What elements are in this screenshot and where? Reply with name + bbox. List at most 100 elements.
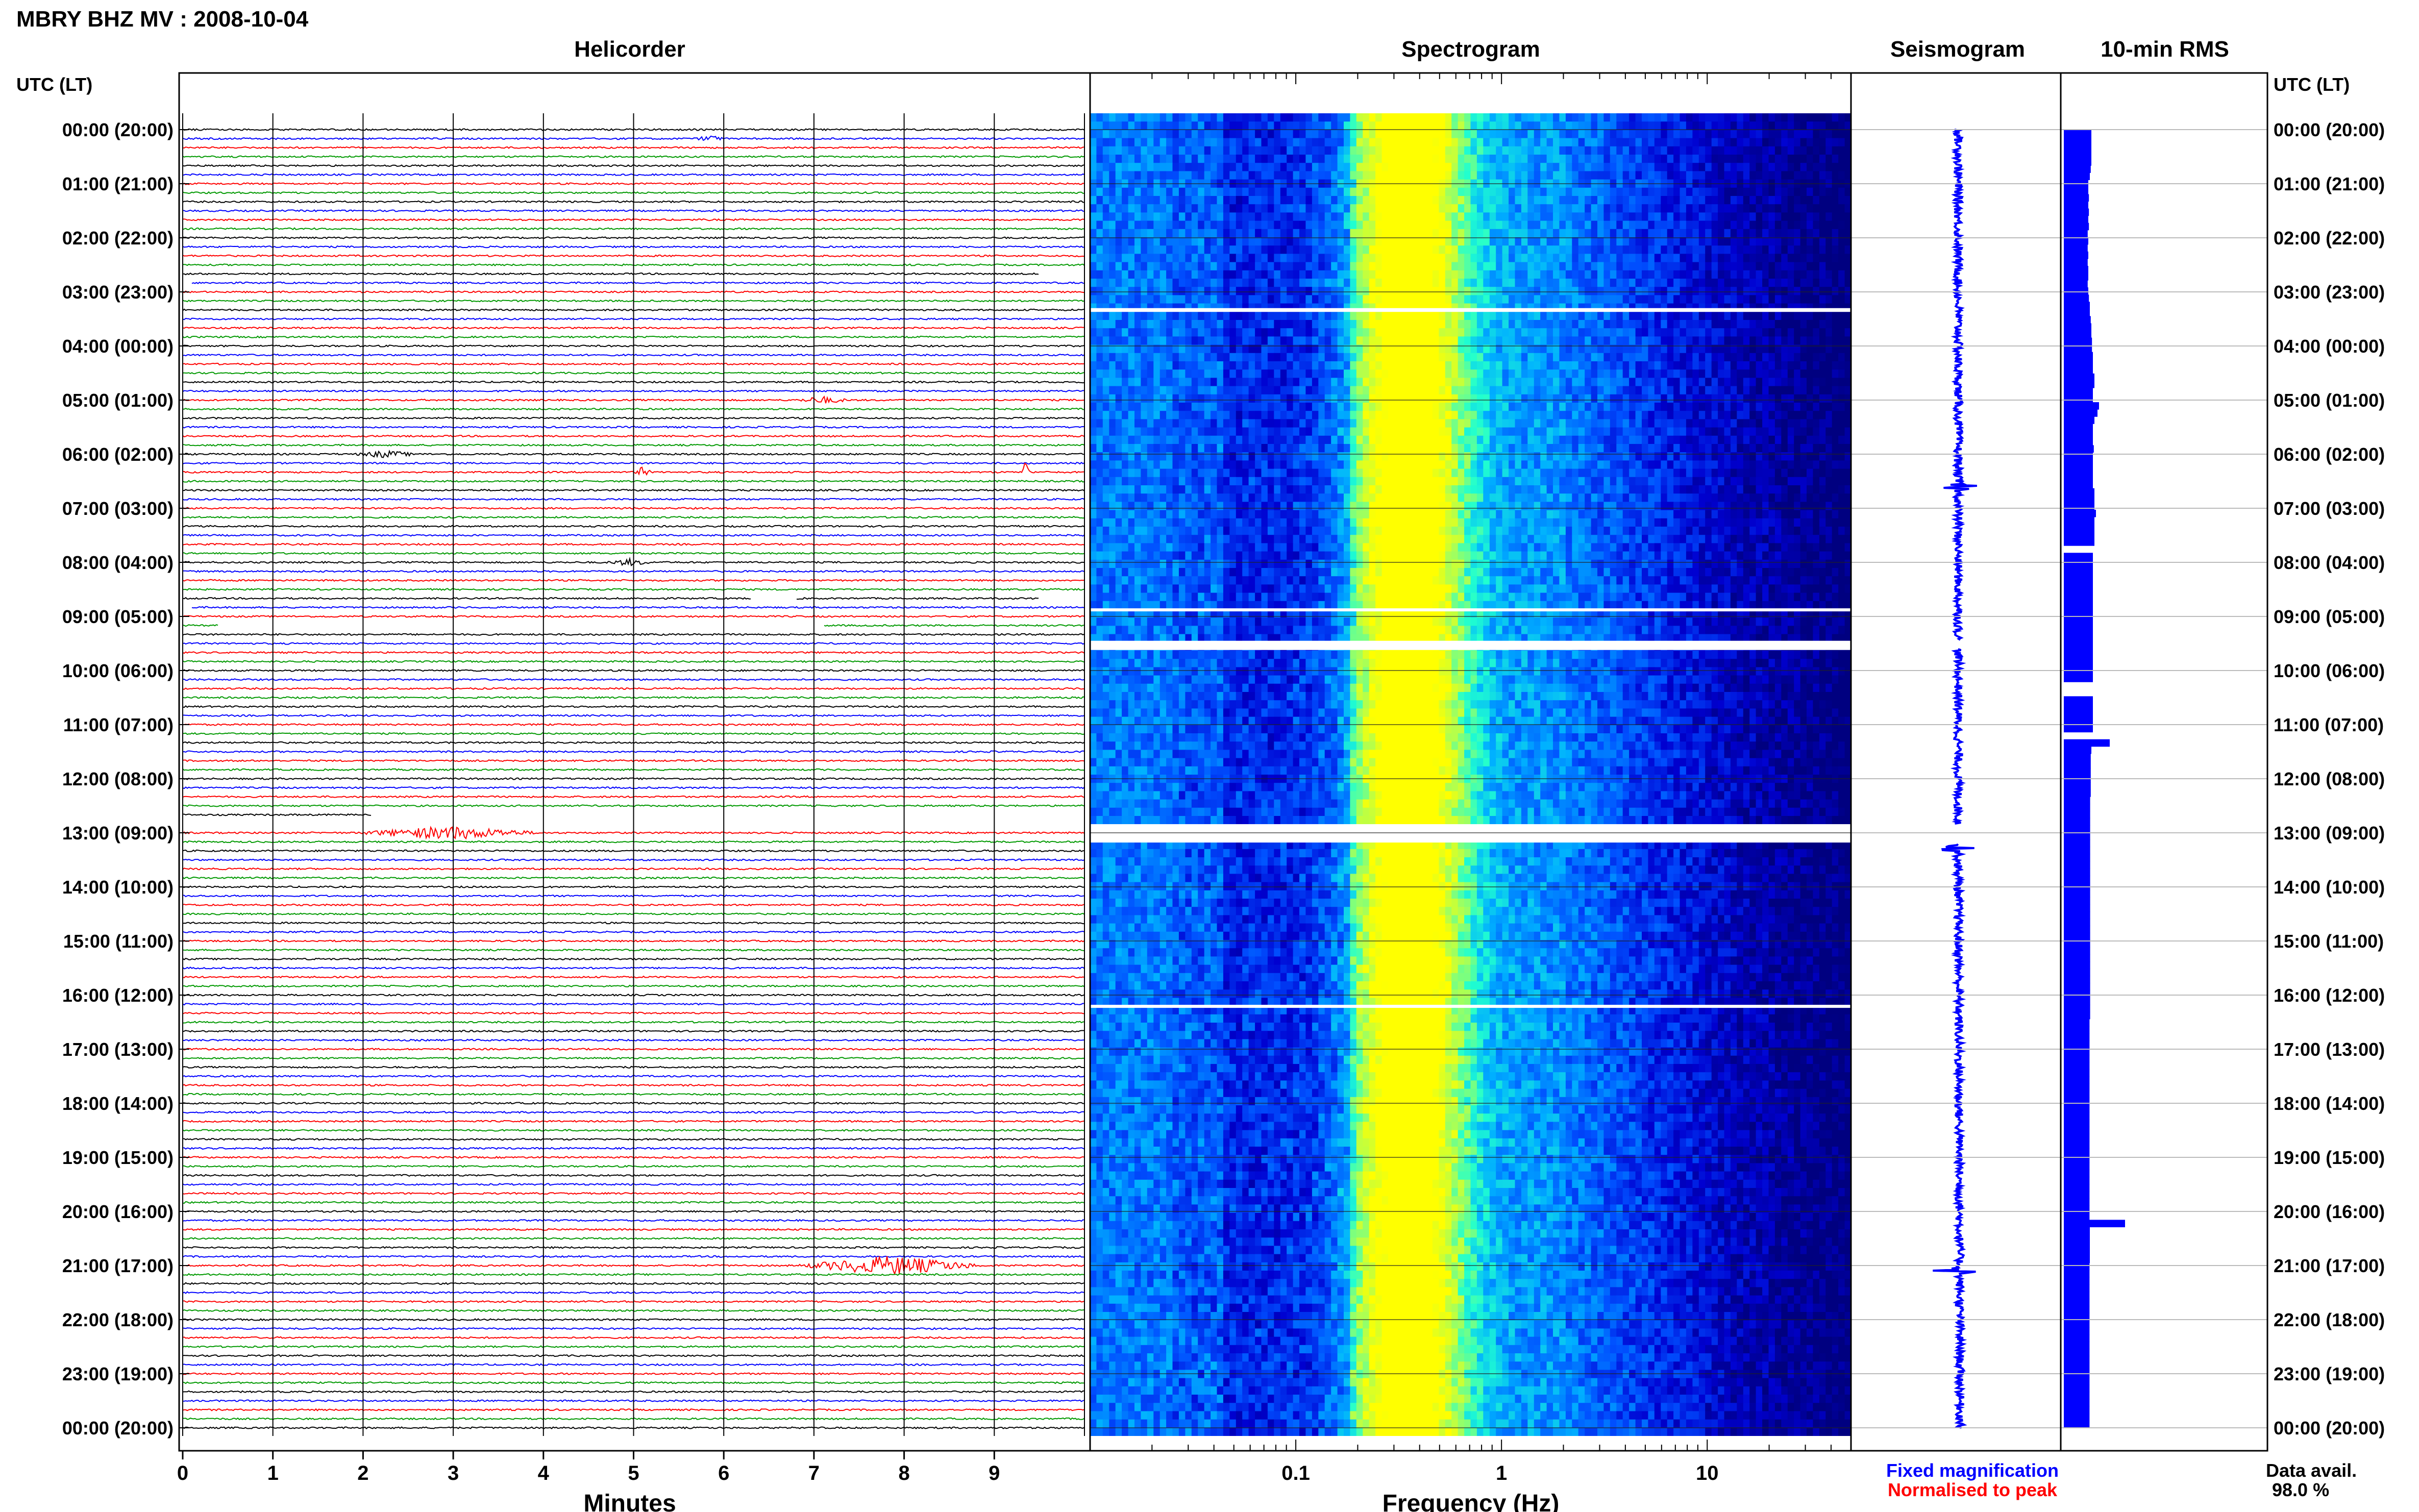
spectrogram-cell [1489, 353, 1496, 362]
spectrogram-cell [1344, 204, 1350, 213]
spectrogram-cell [1496, 163, 1503, 171]
spectrogram-cell [1476, 171, 1484, 180]
spectrogram-cell [1515, 270, 1522, 279]
spectrogram-cell [1762, 146, 1769, 155]
spectrogram-cell [1445, 361, 1452, 370]
spectrogram-cell [1629, 344, 1636, 354]
spectrogram-cell [1229, 163, 1237, 171]
spectrogram-cell [1096, 196, 1103, 205]
spectrogram-cell [1813, 187, 1820, 196]
spectrogram-cell [1312, 113, 1319, 122]
spectrogram-cell [1413, 435, 1420, 444]
spectrogram-cell [1673, 121, 1681, 130]
spectrogram-cell [1090, 394, 1097, 403]
spectrogram-cell [1762, 403, 1769, 411]
spectrogram-cell [1489, 435, 1496, 444]
spectrogram-cell [1191, 229, 1198, 238]
spectrogram-cell [1502, 237, 1509, 246]
spectrogram-cell [1141, 204, 1148, 213]
spectrogram-cell [1096, 444, 1103, 453]
spectrogram-cell [1781, 155, 1788, 163]
spectrogram-cell [1090, 328, 1097, 337]
spectrogram-cell [1299, 369, 1306, 378]
spectrogram-cell [1324, 220, 1331, 230]
spectrogram-cell [1540, 237, 1547, 246]
spectrogram-cell [1521, 204, 1528, 213]
spectrogram-cell [1743, 245, 1750, 254]
spectrogram-cell [1483, 295, 1490, 304]
spectrogram-cell [1616, 270, 1623, 279]
spectrogram-cell [1350, 427, 1357, 436]
spectrogram-cell [1515, 378, 1522, 387]
spectrogram-cell [1476, 146, 1484, 155]
spectrogram-cell [1698, 411, 1706, 419]
spectrogram-cell [1635, 220, 1642, 230]
spectrogram-cell [1261, 320, 1268, 329]
spectrogram-cell [1807, 353, 1813, 362]
spectrogram-cell [1819, 361, 1826, 370]
spectrogram-cell [1096, 320, 1103, 329]
spectrogram-cell [1369, 196, 1376, 205]
spectrogram-cell [1337, 444, 1344, 453]
spectrogram-cell [1153, 328, 1161, 337]
spectrogram-cell [1134, 237, 1141, 246]
spectrogram-cell [1420, 121, 1427, 130]
spectrogram-cell [1464, 220, 1471, 230]
spectrogram-cell [1768, 328, 1775, 337]
spectrogram-cell [1109, 295, 1116, 304]
spectrogram-cell [1807, 212, 1813, 221]
spectrogram-cell [1267, 419, 1274, 428]
spectrogram-cell [1407, 163, 1414, 171]
spectrogram-cell [1134, 386, 1141, 395]
spectrogram-cell [1591, 138, 1598, 147]
spectrogram-cell [1261, 444, 1268, 453]
spectrogram-cell [1635, 344, 1642, 354]
spectrogram-cell [1388, 444, 1395, 453]
spectrogram-cell [1242, 279, 1249, 287]
spectrogram-cell [1217, 121, 1224, 130]
spectrogram-cell [1813, 245, 1820, 254]
spectrogram-cell [1832, 245, 1839, 254]
spectrogram-cell [1591, 336, 1598, 345]
spectrogram-cell [1356, 163, 1363, 171]
spectrogram-cell [1102, 452, 1109, 461]
spectrogram-cell [1629, 163, 1636, 171]
spectrogram-cell [1794, 411, 1801, 419]
spectrogram-cell [1261, 254, 1268, 263]
spectrogram-cell [1509, 361, 1516, 370]
spectrogram-cell [1122, 204, 1129, 213]
spectrogram-cell [1178, 138, 1186, 147]
spectrogram-cell [1166, 336, 1173, 345]
spectrogram-cell [1762, 220, 1769, 230]
spectrogram-cell [1217, 237, 1224, 246]
spectrogram-cell [1509, 279, 1516, 287]
spectrogram-cell [1261, 295, 1268, 304]
spectrogram-cell [1141, 237, 1148, 246]
spectrogram-cell [1483, 336, 1490, 345]
spectrogram-cell [1654, 344, 1661, 354]
spectrogram-cell [1305, 328, 1313, 337]
spectrogram-cell [1134, 270, 1141, 279]
spectrogram-cell [1426, 121, 1433, 130]
spectrogram-cell [1381, 320, 1389, 329]
spectrogram-cell [1363, 237, 1370, 246]
spectrogram-cell [1578, 378, 1585, 387]
spectrogram-cell [1787, 378, 1794, 387]
spectrogram-cell [1819, 311, 1826, 320]
spectrogram-cell [1287, 411, 1294, 419]
spectrogram-cell [1102, 287, 1109, 295]
spectrogram-cell [1413, 295, 1420, 304]
spectrogram-cell [1844, 403, 1851, 411]
spectrogram-cell [1211, 212, 1218, 221]
spectrogram-cell [1756, 311, 1763, 320]
spectrogram-cell [1185, 361, 1192, 370]
spectrogram-cell [1597, 279, 1604, 287]
spectrogram-cell [1122, 361, 1129, 370]
spectrogram-cell [1686, 344, 1693, 354]
spectrogram-cell [1274, 419, 1281, 428]
spectrogram-cell [1115, 328, 1122, 337]
spectrogram-cell [1838, 254, 1845, 263]
spectrogram-cell [1698, 386, 1706, 395]
spectrogram-cell [1622, 295, 1630, 304]
spectrogram-cell [1838, 279, 1845, 287]
